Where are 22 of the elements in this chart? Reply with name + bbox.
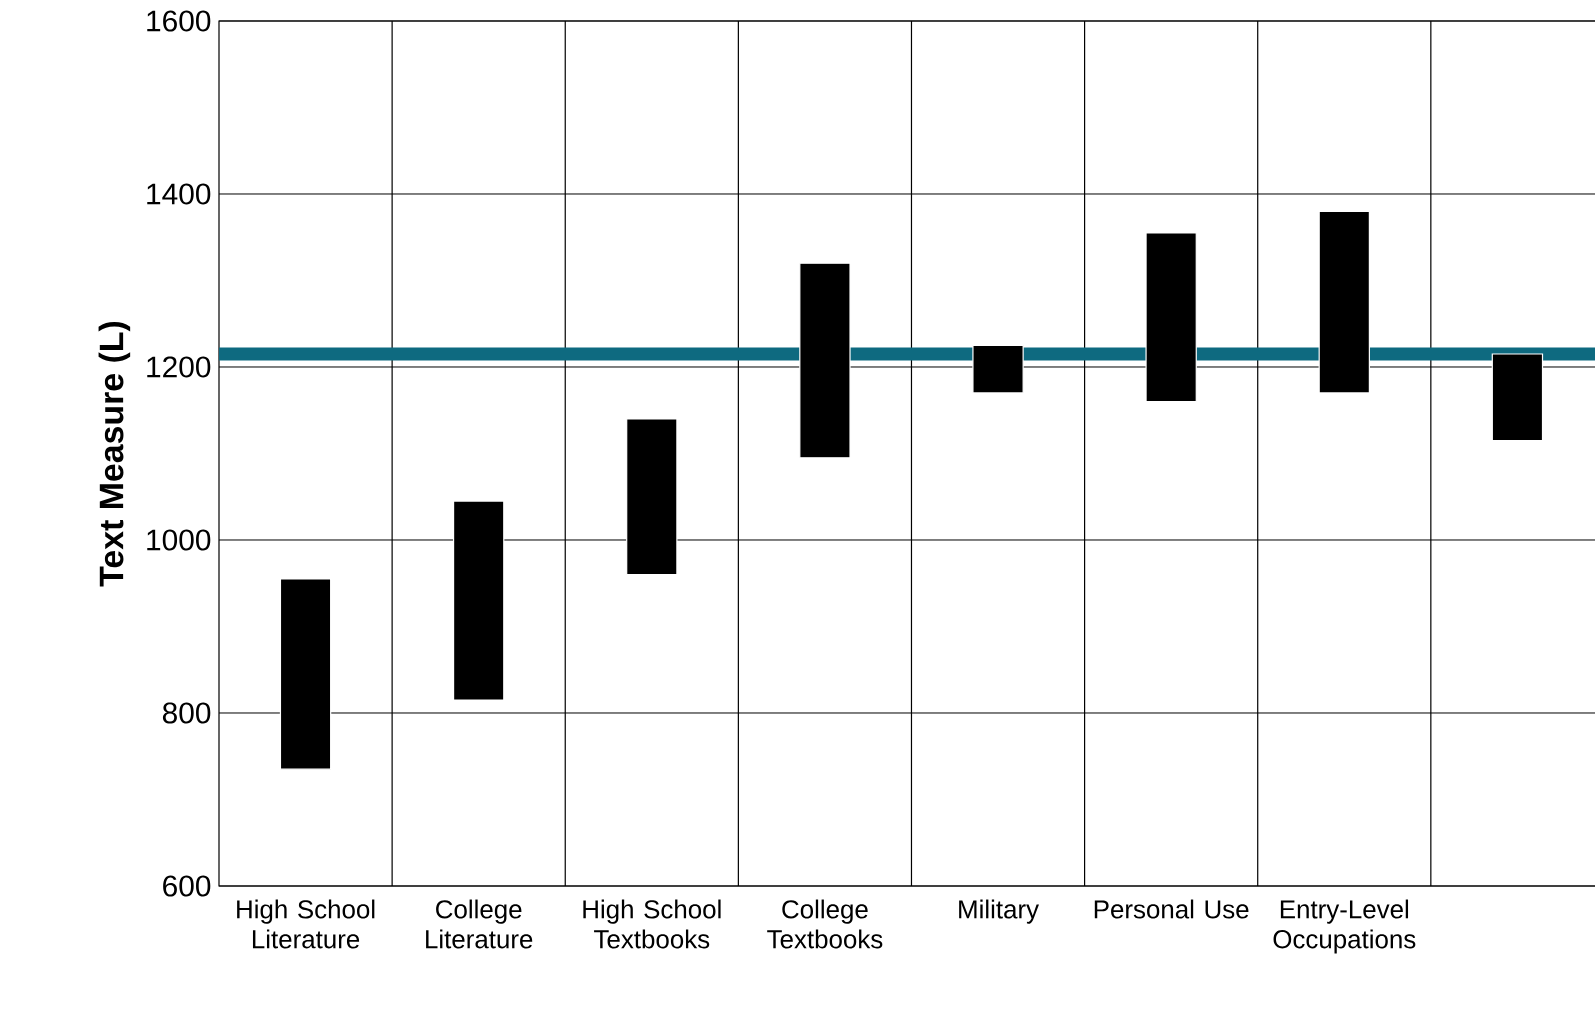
bar: [1145, 232, 1197, 403]
y-tick-label: 1200: [147, 356, 211, 378]
bar: [452, 500, 505, 701]
x-tick-label: Entry-Level Occupations: [1273, 899, 1416, 954]
x-tick-label: High School Textbooks: [583, 899, 721, 949]
bar: [1318, 210, 1370, 394]
x-tick-label: College Literature: [426, 899, 533, 949]
x-tick-label: Military: [959, 899, 1039, 924]
x-tick-label: College Textbooks: [767, 899, 883, 949]
x-tick-label: Personal Use: [1094, 899, 1249, 919]
y-tick-label: 600: [163, 875, 211, 897]
y-tick-label: 1600: [147, 10, 211, 32]
bar: [279, 578, 332, 770]
y-tick-label: 800: [162, 702, 211, 724]
y-tick-label: 1000: [147, 529, 211, 551]
bar: [626, 418, 678, 576]
y-tick-label: 1400: [147, 183, 211, 205]
y-axis-title: Text Measure (L): [98, 321, 131, 587]
bar: [972, 344, 1024, 394]
x-tick-label: High School Literature: [237, 899, 375, 949]
bar: [799, 262, 851, 459]
bar: [1491, 353, 1544, 442]
